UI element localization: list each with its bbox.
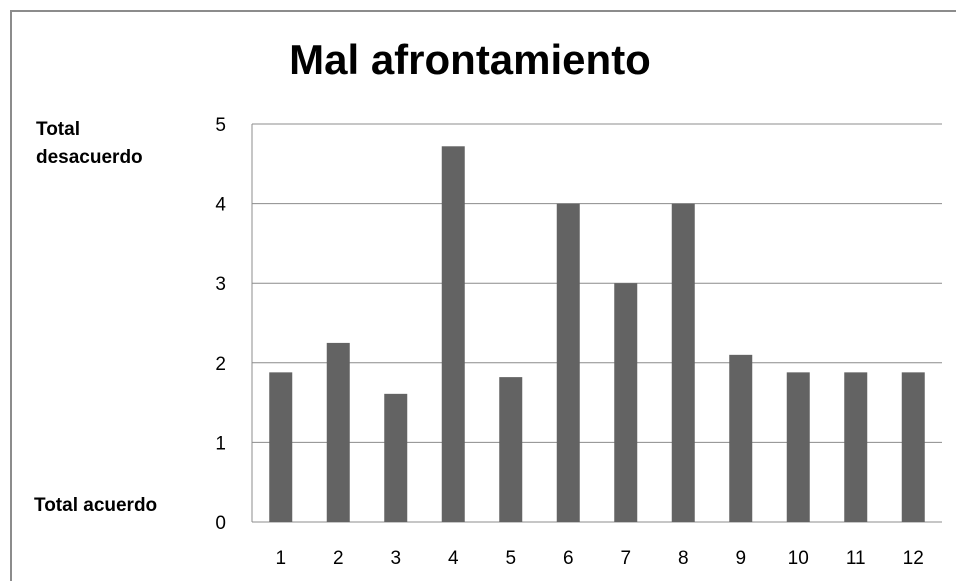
bar-5 — [499, 377, 523, 522]
bar-2 — [326, 342, 350, 522]
bar-10 — [786, 372, 810, 522]
y-tick-label: 2 — [215, 354, 226, 375]
x-tick-label: 8 — [678, 548, 689, 569]
x-tick-label: 3 — [390, 548, 401, 569]
y-annotation-bottom: Total acuerdo — [34, 495, 158, 516]
x-tick-labels: 1 2 3 4 5 6 7 8 9 10 11 12 — [275, 548, 923, 569]
y-tick-label: 1 — [215, 433, 226, 454]
y-tick-label: 4 — [215, 195, 226, 216]
bar-12 — [901, 372, 925, 522]
bar-4 — [441, 146, 465, 522]
bar-6 — [556, 203, 580, 522]
x-tick-label: 1 — [275, 548, 286, 569]
bar-8 — [671, 203, 695, 522]
x-tick-label: 11 — [846, 548, 866, 569]
bar-7 — [614, 283, 638, 522]
x-tick-label: 9 — [735, 548, 746, 569]
x-tick-label: 2 — [333, 548, 344, 569]
bar-3 — [384, 393, 408, 522]
x-tick-label: 6 — [563, 548, 574, 569]
y-tick-label: 3 — [215, 274, 226, 295]
gridlines — [251, 123, 942, 523]
x-tick-label: 12 — [903, 548, 924, 569]
x-tick-label: 7 — [620, 548, 631, 569]
bar-11 — [844, 372, 868, 522]
x-tick-label: 5 — [505, 548, 516, 569]
y-annotation-top: Total desacuerdo — [36, 119, 143, 168]
y-tick-label: 5 — [215, 115, 226, 136]
y-tick-labels: 0 1 2 3 4 5 — [215, 115, 226, 534]
x-tick-label: 4 — [448, 548, 459, 569]
bar-9 — [729, 354, 753, 522]
chart-title: Mal afrontamiento — [289, 36, 651, 83]
bar-1 — [269, 372, 293, 522]
y-tick-label: 0 — [215, 513, 226, 534]
x-tick-label: 10 — [788, 548, 809, 569]
bars — [269, 146, 925, 522]
